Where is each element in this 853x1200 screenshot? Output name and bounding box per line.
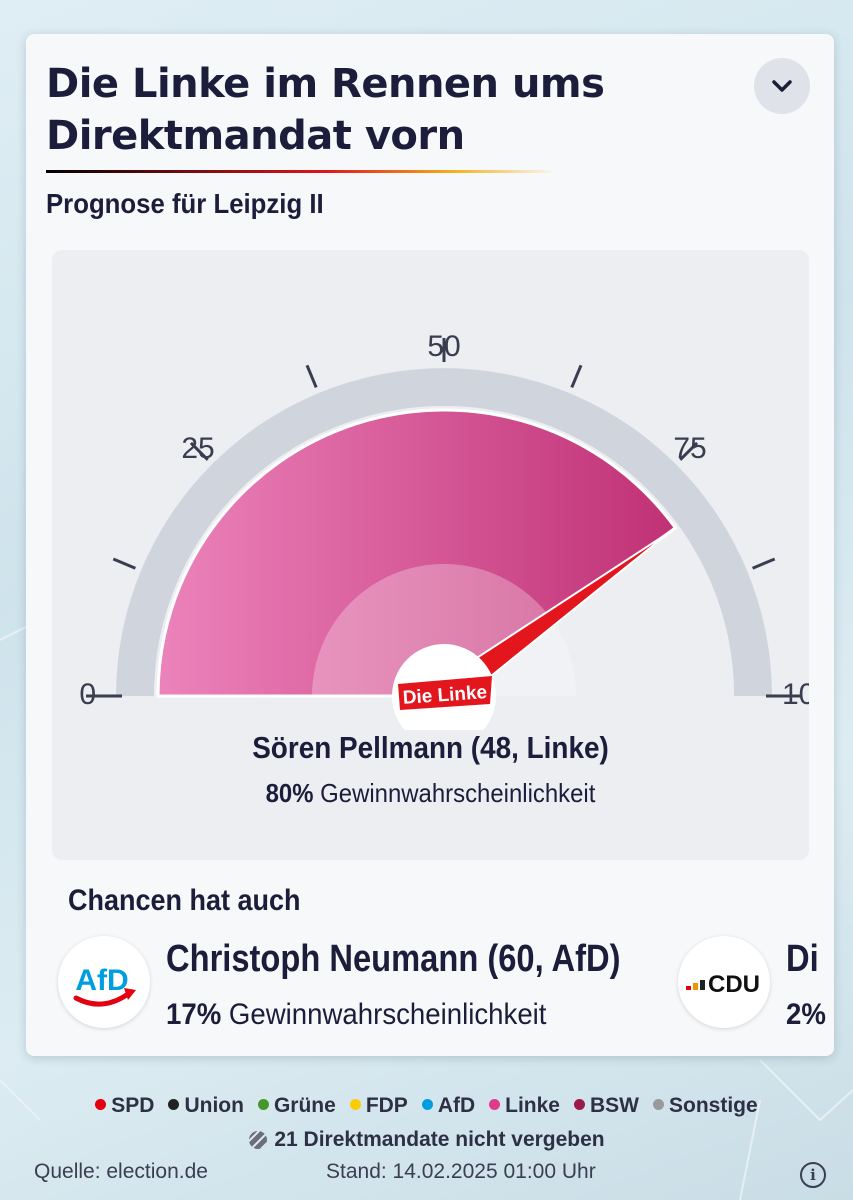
candidate-card-afd[interactable]: AfD Christoph Neumann (60, AfD) 17% Gewi… bbox=[58, 936, 678, 1036]
candidate-name: Di bbox=[786, 938, 819, 980]
source-text: Quelle: election.de bbox=[34, 1160, 208, 1183]
party-legend: SPD Union Grüne FDP AfD Linke BSW Sonstige bbox=[0, 1094, 853, 1118]
cdu-logo: CDU bbox=[678, 936, 770, 1028]
legend-label: Linke bbox=[505, 1094, 560, 1117]
linke-logo: Die Linke bbox=[392, 644, 496, 730]
afd-logo: AfD bbox=[58, 936, 150, 1028]
gauge-tick bbox=[305, 364, 318, 388]
legend-label: BSW bbox=[590, 1094, 639, 1117]
legend-item-union: Union bbox=[168, 1094, 244, 1118]
legend-item-sonstige: Sonstige bbox=[653, 1094, 758, 1118]
candidate-probability: 17% Gewinnwahrscheinlichkeit bbox=[166, 998, 546, 1032]
tick-label-100: 100 bbox=[782, 678, 809, 711]
gauge-fill bbox=[156, 408, 678, 698]
candidate-name: Christoph Neumann (60, AfD) bbox=[166, 938, 621, 980]
info-icon: i bbox=[810, 1166, 816, 1184]
legend-label: SPD bbox=[111, 1094, 155, 1117]
gauge-panel: 0 25 50 75 100 Die Linke Sören Pellmann … bbox=[52, 250, 809, 860]
legend-dot bbox=[489, 1099, 501, 1110]
winner-name: Sören Pellmann (48, Linke) bbox=[252, 730, 609, 765]
legend-dot bbox=[257, 1099, 269, 1110]
cdu-logo-text: CDU bbox=[708, 971, 760, 998]
legend-item-grüne: Grüne bbox=[257, 1094, 336, 1118]
info-button[interactable]: i bbox=[800, 1162, 826, 1188]
timestamp-text: Stand: 14.02.2025 01:00 Uhr bbox=[326, 1160, 596, 1183]
legend-label: AfD bbox=[437, 1094, 476, 1117]
gauge-ticks bbox=[86, 338, 802, 698]
tick-label-0: 0 bbox=[79, 678, 96, 711]
legend-dot bbox=[653, 1099, 664, 1110]
legend-dot bbox=[349, 1099, 361, 1110]
tick-label-75: 75 bbox=[673, 432, 706, 465]
forecast-card: Die Linke im Rennen ums Direktmandat vor… bbox=[26, 34, 834, 1056]
legend-dot bbox=[421, 1099, 433, 1110]
candidate-probability-value: 17% bbox=[166, 998, 222, 1031]
gauge-track bbox=[116, 368, 772, 696]
legend-item-spd: SPD bbox=[95, 1094, 154, 1118]
legend-dot bbox=[95, 1099, 107, 1110]
legend-item-fdp: FDP bbox=[349, 1094, 408, 1118]
unassigned-text: 21 Direktmandate nicht vergeben bbox=[274, 1128, 605, 1151]
gauge-tick bbox=[189, 441, 209, 461]
legend-item-afd: AfD bbox=[421, 1094, 476, 1118]
card-title: Die Linke im Rennen ums Direktmandat vor… bbox=[46, 61, 605, 159]
gauge-tick bbox=[570, 364, 583, 388]
gauge-inner-circle bbox=[312, 564, 576, 696]
chevron-down-icon bbox=[772, 80, 792, 92]
winner-probability: 80% Gewinnwahrscheinlichkeit bbox=[82, 778, 778, 809]
cdu-logo-graphic: CDU bbox=[686, 971, 760, 998]
winner-probability-value: 80% bbox=[265, 778, 314, 808]
title-underline bbox=[46, 170, 556, 173]
legend-label: Union bbox=[184, 1094, 244, 1117]
winner-probability-label: Gewinnwahrscheinlichkeit bbox=[320, 778, 596, 808]
unassigned-mandates: 21 Direktmandate nicht vergeben bbox=[0, 1128, 853, 1152]
candidate-card-cdu[interactable]: CDU Di 2% bbox=[678, 936, 834, 1036]
hatched-circle-icon bbox=[249, 1131, 268, 1149]
legend-dot bbox=[168, 1099, 180, 1110]
gauge-tick bbox=[752, 557, 776, 570]
legend-label: FDP bbox=[365, 1094, 408, 1117]
card-subtitle: Prognose für Leipzig II bbox=[46, 188, 324, 219]
gauge-tick bbox=[679, 441, 699, 461]
legend-item-bsw: BSW bbox=[574, 1094, 639, 1118]
candidate-probability-label: Gewinnwahrscheinlichkeit bbox=[228, 998, 547, 1031]
legend-dot bbox=[574, 1099, 585, 1110]
chances-heading: Chancen hat auch bbox=[68, 884, 301, 917]
legend-label: Grüne bbox=[273, 1094, 336, 1117]
candidate-probability-value: 2% bbox=[786, 998, 826, 1031]
legend-item-linke: Linke bbox=[489, 1094, 560, 1118]
tick-label-50: 50 bbox=[427, 330, 460, 363]
legend-label: Sonstige bbox=[669, 1094, 758, 1117]
gauge-tick bbox=[112, 557, 136, 570]
afd-logo-graphic: AfD bbox=[73, 964, 136, 1007]
tick-label-25: 25 bbox=[181, 432, 214, 465]
probability-gauge: 0 25 50 75 100 Die Linke bbox=[79, 330, 809, 730]
collapse-button[interactable] bbox=[754, 58, 810, 114]
afd-logo-text: AfD bbox=[75, 964, 128, 997]
candidate-probability: 2% bbox=[786, 998, 826, 1032]
gauge-tick-labels: 0 25 50 75 100 bbox=[79, 330, 809, 711]
